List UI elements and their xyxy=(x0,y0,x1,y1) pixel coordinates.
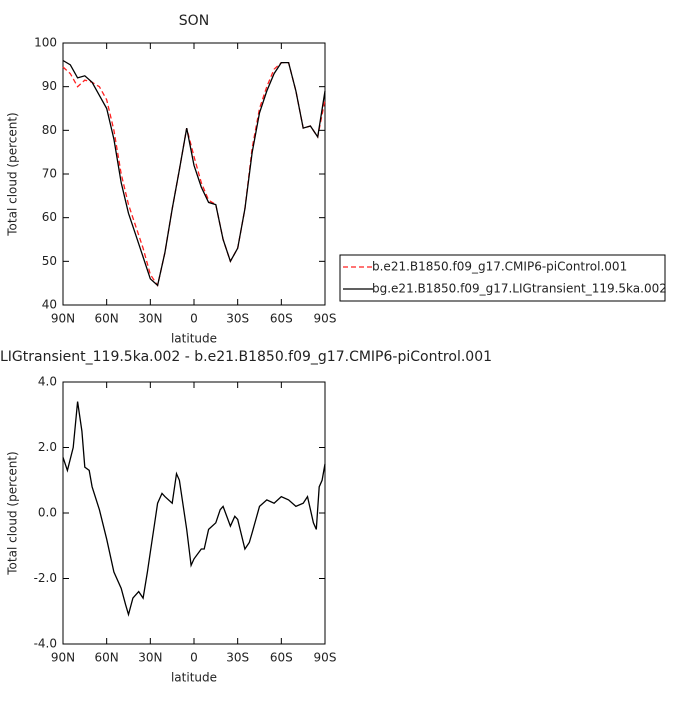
y-tick-label: -4.0 xyxy=(34,637,57,651)
plot-frame xyxy=(62,381,326,645)
x-axis-label: latitude xyxy=(171,332,217,346)
x-tick-label: 90S xyxy=(314,651,337,665)
x-tick-label: 90N xyxy=(51,312,75,326)
y-tick-label: 70 xyxy=(42,167,57,181)
y-axis-label: Total cloud (percent) xyxy=(6,112,20,236)
x-tick-label: 60N xyxy=(95,312,119,326)
x-tick-label: 30S xyxy=(226,651,249,665)
y-axis-label: Total cloud (percent) xyxy=(6,451,20,575)
x-tick-label: 0 xyxy=(190,312,198,326)
x-tick-label: 60S xyxy=(270,312,293,326)
chart-title: LIGtransient_119.5ka.002 - b.e21.B1850.f… xyxy=(0,349,492,365)
x-tick-label: 60S xyxy=(270,651,293,665)
x-tick-label: 30S xyxy=(226,312,249,326)
y-tick-label: 50 xyxy=(42,254,57,268)
legend-label: bg.e21.B1850.f09_g17.LIGtransient_119.5k… xyxy=(372,282,667,296)
x-tick-label: 30N xyxy=(138,312,162,326)
x-tick-label: 60N xyxy=(95,651,119,665)
y-tick-label: 90 xyxy=(42,79,57,93)
y-tick-label: 40 xyxy=(42,298,57,312)
x-tick-label: 90N xyxy=(51,651,75,665)
x-tick-label: 90S xyxy=(314,312,337,326)
y-tick-label: -2.0 xyxy=(34,571,57,585)
data-line xyxy=(62,401,326,617)
x-axis-label: latitude xyxy=(171,671,217,685)
y-tick-label: 0.0 xyxy=(38,506,57,520)
chart-title: SON xyxy=(179,13,209,29)
legend-label: b.e21.B1850.f09_g17.CMIP6-piControl.001 xyxy=(372,260,627,274)
x-tick-label: 0 xyxy=(190,651,198,665)
plot-frame xyxy=(62,42,326,306)
x-tick-label: 30N xyxy=(138,651,162,665)
y-tick-label: 4.0 xyxy=(38,375,57,389)
y-tick-label: 80 xyxy=(42,123,57,137)
y-tick-label: 60 xyxy=(42,210,57,224)
data-line xyxy=(62,59,326,287)
y-tick-label: 100 xyxy=(34,36,57,50)
data-line xyxy=(62,61,326,288)
legend-box xyxy=(339,254,666,302)
y-tick-label: 2.0 xyxy=(38,440,57,454)
